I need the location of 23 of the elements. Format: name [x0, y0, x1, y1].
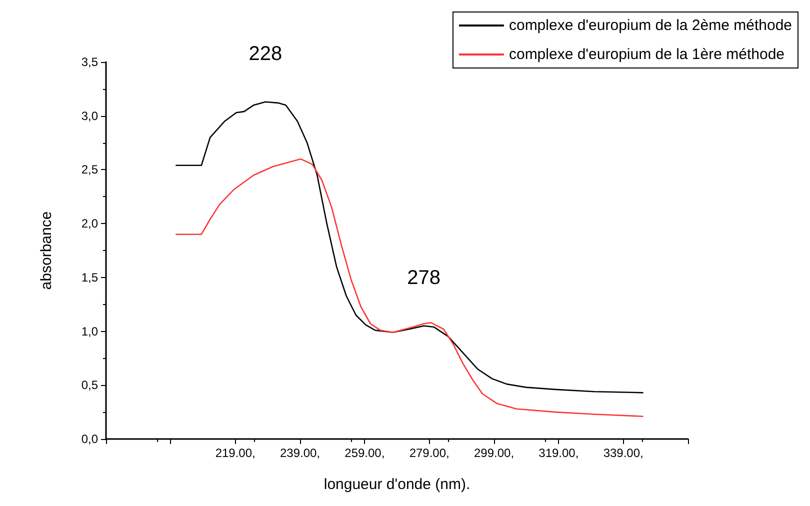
y-axis-title: absorbance: [38, 211, 55, 290]
line-series: [176, 101, 644, 394]
y-tick-label: 2,5: [81, 162, 98, 177]
x-tick-label: 259.00,: [344, 446, 385, 460]
y-tick-label: 1,5: [81, 270, 98, 284]
x-tick-label: 319.00,: [538, 446, 579, 460]
y-tick-label: 2,0: [81, 216, 98, 231]
legend-label: complexe d'europium de la 2ème méthode: [508, 17, 792, 34]
annotation: 278: [407, 266, 441, 289]
x-tick-label: 339.00,: [603, 446, 644, 460]
annotation: 228: [248, 42, 282, 65]
x-tick-label: 239.00,: [280, 446, 320, 460]
x-tick-label: 219.00,: [215, 446, 256, 460]
y-tick-label: 0,5: [81, 378, 98, 392]
x-tick-label: 279.00,: [409, 446, 450, 460]
line-series: [176, 158, 644, 418]
legend-label: complexe d'europium de la 1ère méthode: [508, 46, 784, 63]
y-tick-label: 3,0: [81, 108, 98, 123]
y-tick-label: 3,5: [81, 55, 98, 69]
y-tick-label: 0,0: [81, 432, 98, 446]
x-axis-title: longueur d'onde (nm).: [324, 476, 470, 493]
x-tick-label: 299.00,: [474, 446, 514, 460]
y-tick-label: 1,0: [81, 324, 98, 338]
